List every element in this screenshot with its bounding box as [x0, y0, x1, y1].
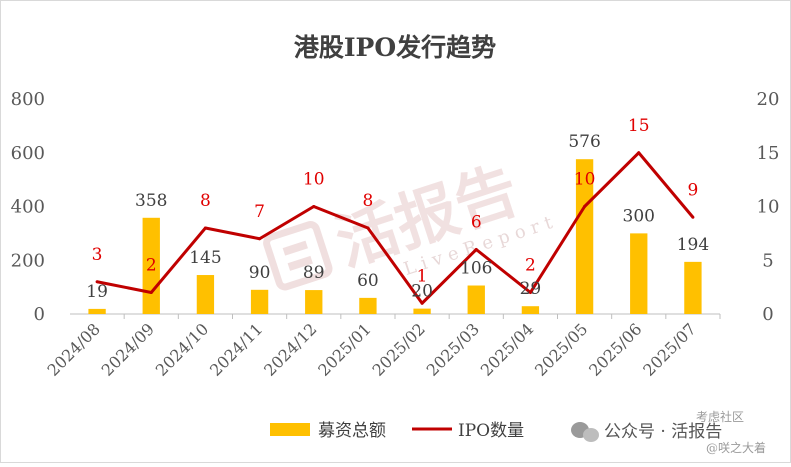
bar: [250, 289, 269, 314]
footer: 公众号 · 活报告 考虑社区 @咲之大着: [571, 409, 766, 455]
watermark-logo-icon: [263, 221, 333, 291]
line-point: [149, 291, 153, 294]
line-value-label: 10: [303, 170, 325, 190]
line-point: [637, 151, 641, 155]
line-point: [583, 205, 587, 208]
bar-series: [88, 159, 702, 314]
bar-value-label: 19: [86, 282, 108, 302]
y-right-tick-label: 5: [762, 250, 773, 271]
ipo-count-line: [96, 151, 695, 305]
y-left-tick-label: 800: [11, 89, 45, 110]
chart-title: 港股IPO发行趋势: [294, 33, 496, 62]
y-right-tick-label: 20: [757, 89, 780, 110]
bar: [413, 308, 431, 314]
y-left-tick-label: 600: [11, 143, 45, 164]
footer-handle: @咲之大着: [706, 440, 766, 455]
footer-community: 考虑社区: [696, 409, 744, 424]
bar-value-label: 106: [460, 259, 492, 279]
line-point: [474, 248, 478, 251]
bar-value-label: 576: [568, 132, 600, 152]
bar-value-label: 145: [189, 248, 221, 268]
bar: [88, 308, 106, 314]
bar-value-label: 20: [411, 282, 433, 302]
line-point: [203, 226, 207, 230]
line-value-label: 1: [417, 266, 428, 286]
line-value-label: 2: [146, 256, 157, 276]
y-right-tick-label: 0: [762, 304, 773, 325]
bar-value-label: 300: [623, 206, 655, 226]
bar: [359, 297, 377, 314]
legend-bar-swatch: [270, 423, 310, 436]
bar: [467, 285, 485, 314]
y-left-tick-label: 0: [34, 304, 45, 325]
line-value-label: 10: [574, 170, 596, 190]
line-value-label: 2: [525, 256, 536, 276]
line-point: [528, 291, 532, 294]
bar: [142, 217, 160, 314]
footer-wechat: 公众号 · 活报告: [604, 422, 722, 442]
line-point: [420, 301, 424, 305]
line-value-label: 7: [254, 202, 265, 222]
line-point: [691, 215, 695, 219]
bar: [684, 261, 702, 314]
y-left-tick-label: 200: [11, 250, 45, 271]
line-value-label: 9: [688, 180, 699, 200]
bar: [630, 233, 648, 314]
legend-line-label: IPO数量: [458, 421, 524, 441]
y-right-tick-label: 15: [757, 143, 780, 164]
line-series: [95, 151, 695, 305]
wechat-icon: [571, 422, 599, 442]
bar: [575, 159, 594, 314]
y-right-tick-label: 10: [757, 197, 780, 218]
legend-bar-label: 募资总额: [318, 421, 386, 441]
bar-value-label: 29: [520, 279, 542, 299]
bar: [305, 290, 323, 314]
y-left-tick-label: 400: [11, 197, 45, 218]
bar-value-label: 89: [303, 263, 325, 283]
bar: [196, 275, 215, 314]
bar-value-label: 358: [135, 191, 167, 211]
legend: 募资总额 IPO数量: [270, 421, 524, 441]
line-value-label: 15: [628, 116, 650, 136]
bar-value-label: 60: [357, 271, 379, 291]
line-point: [95, 280, 99, 284]
line-value-label: 8: [200, 191, 211, 211]
line-value-label: 6: [471, 213, 482, 233]
line-point: [312, 205, 316, 208]
bar-value-label: 194: [677, 235, 709, 255]
line-value-label: 3: [92, 245, 103, 265]
bar: [521, 306, 540, 314]
line-point: [258, 237, 262, 241]
line-value-label: 8: [363, 191, 374, 211]
bar-value-label: 90: [249, 263, 271, 283]
line-point: [366, 226, 370, 230]
